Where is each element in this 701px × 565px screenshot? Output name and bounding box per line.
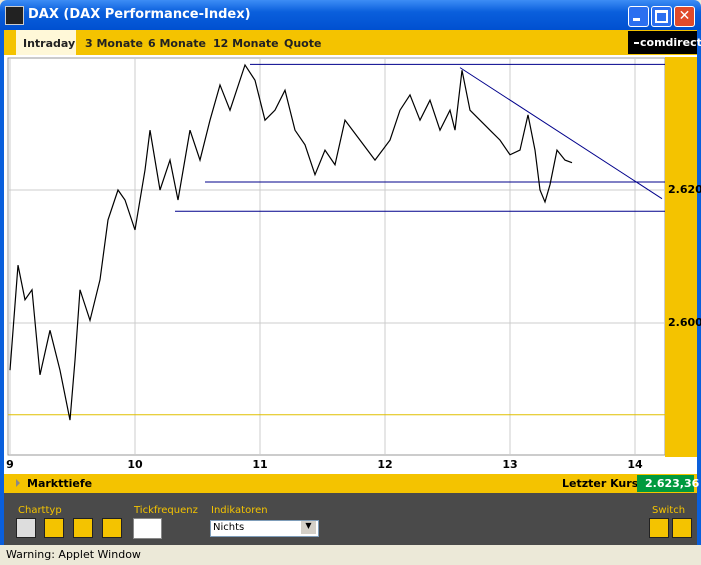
footer-bar	[4, 474, 697, 493]
status-text: Warning: Applet Window	[6, 548, 141, 561]
last-price-label: Letzter Kurs	[562, 477, 639, 490]
logo: comdirect	[640, 36, 701, 49]
tick-frequency-input[interactable]	[133, 518, 162, 539]
x-tick-label: 11	[252, 458, 267, 471]
y-tick-label: 2.600	[668, 316, 701, 329]
last-price: 2.623,36	[645, 477, 700, 490]
x-tick-label: 10	[127, 458, 143, 471]
x-tick-label: 9	[6, 458, 14, 471]
active-tab-bg	[16, 30, 76, 55]
switch-label: Switch	[652, 505, 686, 516]
y-tick-label: 2.620	[668, 183, 701, 196]
switch-button[interactable]	[649, 518, 669, 538]
tab[interactable]: 3 Monate	[85, 37, 143, 50]
tab[interactable]: Intraday	[23, 37, 76, 50]
app-icon	[5, 6, 24, 25]
switch-button[interactable]	[672, 518, 692, 538]
price-line	[9, 63, 573, 421]
plot-area	[7, 57, 666, 456]
maximize-button[interactable]	[651, 6, 672, 27]
title-bar	[0, 0, 701, 30]
chart-type-button[interactable]	[44, 518, 64, 538]
indicator-choice: Nichts	[213, 522, 245, 533]
x-tick-label: 12	[377, 458, 392, 471]
status-bar	[0, 545, 701, 565]
tab[interactable]: Quote	[284, 37, 322, 50]
depth-label[interactable]: Markttiefe	[27, 477, 93, 490]
chart-type-button[interactable]	[102, 518, 122, 538]
x-tick-label: 14	[627, 458, 643, 471]
indicators-select[interactable]	[210, 520, 319, 537]
logo-dash	[634, 42, 639, 44]
chart-type-button[interactable]	[73, 518, 93, 538]
chart: 2.620 2.600 9 10 11 12 13 14	[6, 57, 701, 471]
tab-bar	[4, 30, 697, 55]
minimize-button[interactable]	[628, 6, 649, 27]
tab[interactable]: 6 Monate	[148, 37, 206, 50]
tab[interactable]: 12 Monate	[213, 37, 279, 50]
tick-frequency-label: Tickfrequenz	[134, 505, 198, 516]
last-price-box	[637, 475, 694, 492]
x-tick-label: 13	[502, 458, 517, 471]
chart-type-button[interactable]	[16, 518, 36, 538]
logo-box	[628, 31, 697, 54]
trend-line	[459, 67, 663, 200]
indicators-label: Indikatoren	[211, 505, 268, 516]
chart-type-label: Charttyp	[18, 505, 62, 516]
expand-arrow[interactable]	[16, 479, 20, 487]
y-axis-panel	[665, 57, 697, 457]
dropdown-arrow[interactable]: ▼	[301, 521, 316, 534]
window-title: DAX (DAX Performance-Index)	[28, 7, 251, 22]
close-button[interactable]: ✕	[674, 6, 695, 27]
